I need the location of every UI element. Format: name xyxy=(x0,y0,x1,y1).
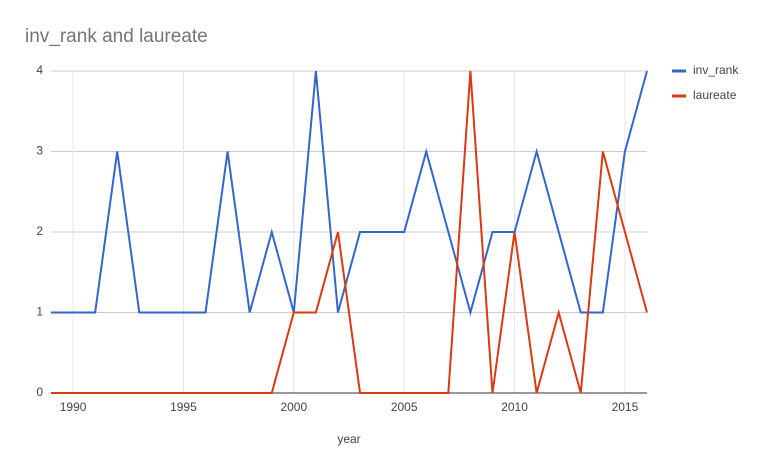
x-axis-label: year xyxy=(337,432,360,446)
series-line xyxy=(51,70,648,317)
y-tick-label: 0 xyxy=(36,385,43,399)
x-tick-label: 1990 xyxy=(60,400,87,414)
chart-title: inv_rank and laureate xyxy=(25,26,208,47)
x-tick-label: 2000 xyxy=(280,400,307,414)
y-tick-label: 4 xyxy=(36,63,43,77)
legend-label: inv_rank xyxy=(693,63,739,77)
x-tick-label: 2015 xyxy=(612,400,639,414)
x-tick-label: 1995 xyxy=(170,400,197,414)
y-tick-label: 1 xyxy=(36,305,43,319)
legend-label: laureate xyxy=(693,88,737,102)
x-tick-label: 2010 xyxy=(501,400,528,414)
y-tick-label: 2 xyxy=(36,224,43,238)
x-tick-label: 2005 xyxy=(391,400,418,414)
series-line xyxy=(51,70,648,394)
y-tick-label: 3 xyxy=(36,144,43,158)
